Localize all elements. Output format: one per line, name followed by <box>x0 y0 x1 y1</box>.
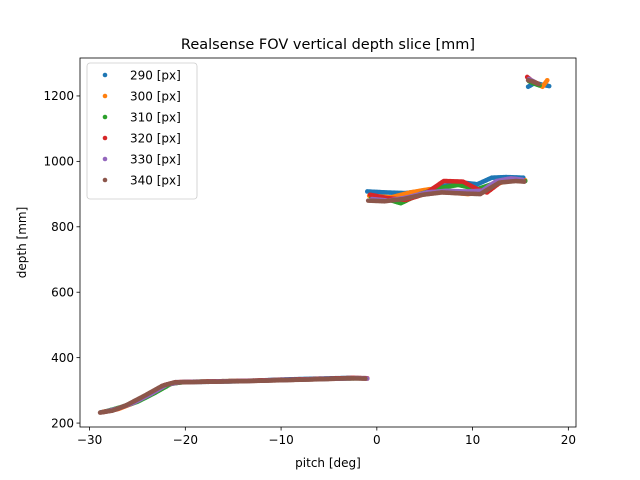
x-tick-label: 0 <box>373 433 381 447</box>
plot-area <box>97 74 552 415</box>
legend-label: 300 [px] <box>130 89 181 103</box>
axes-frame <box>79 57 577 428</box>
data-point <box>546 83 552 89</box>
legend-marker <box>102 93 108 99</box>
y-axis: 200 400 600 800 1000 1200 <box>43 89 80 430</box>
x-axis: −30 −20 −10 0 10 20 <box>77 427 576 447</box>
legend-label: 290 [px] <box>130 68 181 82</box>
legend-marker <box>102 72 108 78</box>
y-tick-label: 400 <box>51 351 74 365</box>
series-5 <box>97 77 541 415</box>
legend: 290 [px] 300 [px] 310 [px] 320 [px] 330 [px]… <box>86 62 198 200</box>
legend-marker <box>102 114 108 120</box>
legend-label: 320 [px] <box>130 131 181 145</box>
x-tick-label: 20 <box>561 433 576 447</box>
y-axis-label: depth [mm] <box>15 207 29 278</box>
y-tick-label: 600 <box>51 286 74 300</box>
data-point <box>521 179 527 184</box>
x-axis-label: pitch [deg] <box>295 456 361 470</box>
legend-marker <box>102 156 108 162</box>
legend-box <box>86 62 198 200</box>
y-tick-label: 800 <box>51 220 74 234</box>
y-tick-label: 1200 <box>43 89 74 103</box>
x-tick-label: −20 <box>173 433 198 447</box>
chart-title: Realsense FOV vertical depth slice [mm] <box>181 37 475 53</box>
legend-label: 330 [px] <box>130 152 181 166</box>
y-tick-label: 200 <box>51 416 74 430</box>
data-point <box>544 77 550 83</box>
legend-marker <box>102 135 108 141</box>
data-point <box>536 81 541 87</box>
x-tick-label: 10 <box>465 433 480 447</box>
y-tick-label: 1000 <box>43 155 74 169</box>
legend-label: 310 [px] <box>130 110 181 124</box>
x-tick-label: −10 <box>268 433 293 447</box>
x-tick-label: −30 <box>77 433 102 447</box>
legend-label: 340 [px] <box>130 173 181 187</box>
data-point <box>363 376 368 381</box>
legend-marker <box>102 177 108 183</box>
